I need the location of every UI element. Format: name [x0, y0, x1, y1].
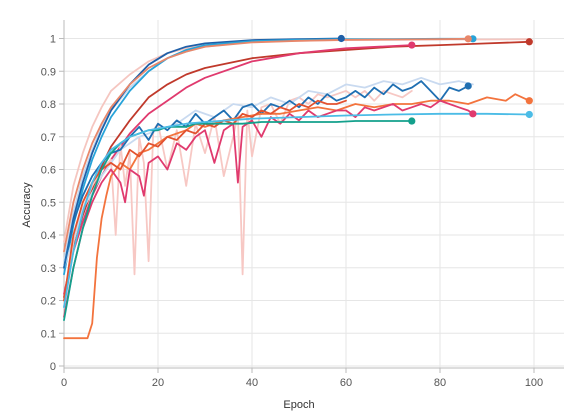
series-line [63, 93, 531, 340]
series-line [63, 99, 474, 318]
y-tick-label: 0.1 [41, 328, 56, 340]
y-tick-label: 0.3 [41, 263, 56, 275]
series-line [63, 120, 413, 322]
x-axis-title: Epoch [283, 399, 314, 411]
series-line [63, 76, 474, 269]
series-end-marker [525, 97, 533, 105]
y-tick-label: 0.9 [41, 66, 56, 78]
y-tick-label: 0.2 [41, 296, 56, 308]
series-end-marker [464, 35, 472, 43]
x-tick-label: 80 [434, 377, 446, 389]
x-tick-label: 20 [152, 377, 164, 389]
x-tick-label: 100 [525, 377, 543, 389]
y-tick-label: 0.5 [41, 197, 56, 209]
y-tick-label: 0 [50, 361, 56, 373]
series-group [63, 37, 531, 340]
y-tick-label: 0.4 [41, 230, 56, 242]
y-tick-label: 0.7 [41, 132, 56, 144]
x-tick-label: 40 [246, 377, 258, 389]
series-line [63, 37, 470, 253]
series-end-marker [525, 110, 533, 119]
series-end-marker [408, 117, 416, 125]
series-end-marker [469, 110, 477, 118]
x-tick-label: 0 [61, 377, 67, 389]
series-line [63, 37, 343, 269]
y-tick-label: 0.6 [41, 165, 56, 177]
y-tick-label: 0.8 [41, 99, 56, 111]
series-line [63, 44, 413, 295]
series-end-marker [408, 41, 416, 49]
y-axis-title: Accuracy [21, 182, 33, 228]
axes: 0 0.1 0.2 0.3 0.4 0.5 0.6 0.7 0.8 0.9 1 0 20 40 60 80 10… [41, 20, 564, 389]
series-end-marker [464, 82, 472, 90]
x-tick-label: 60 [340, 377, 352, 389]
series-line [63, 80, 470, 269]
end-markers [337, 34, 533, 125]
series-line [63, 90, 413, 309]
series-end-marker [337, 34, 345, 43]
series-line [63, 112, 531, 309]
y-tick-label: 1 [50, 34, 56, 46]
series-end-marker [525, 38, 533, 46]
